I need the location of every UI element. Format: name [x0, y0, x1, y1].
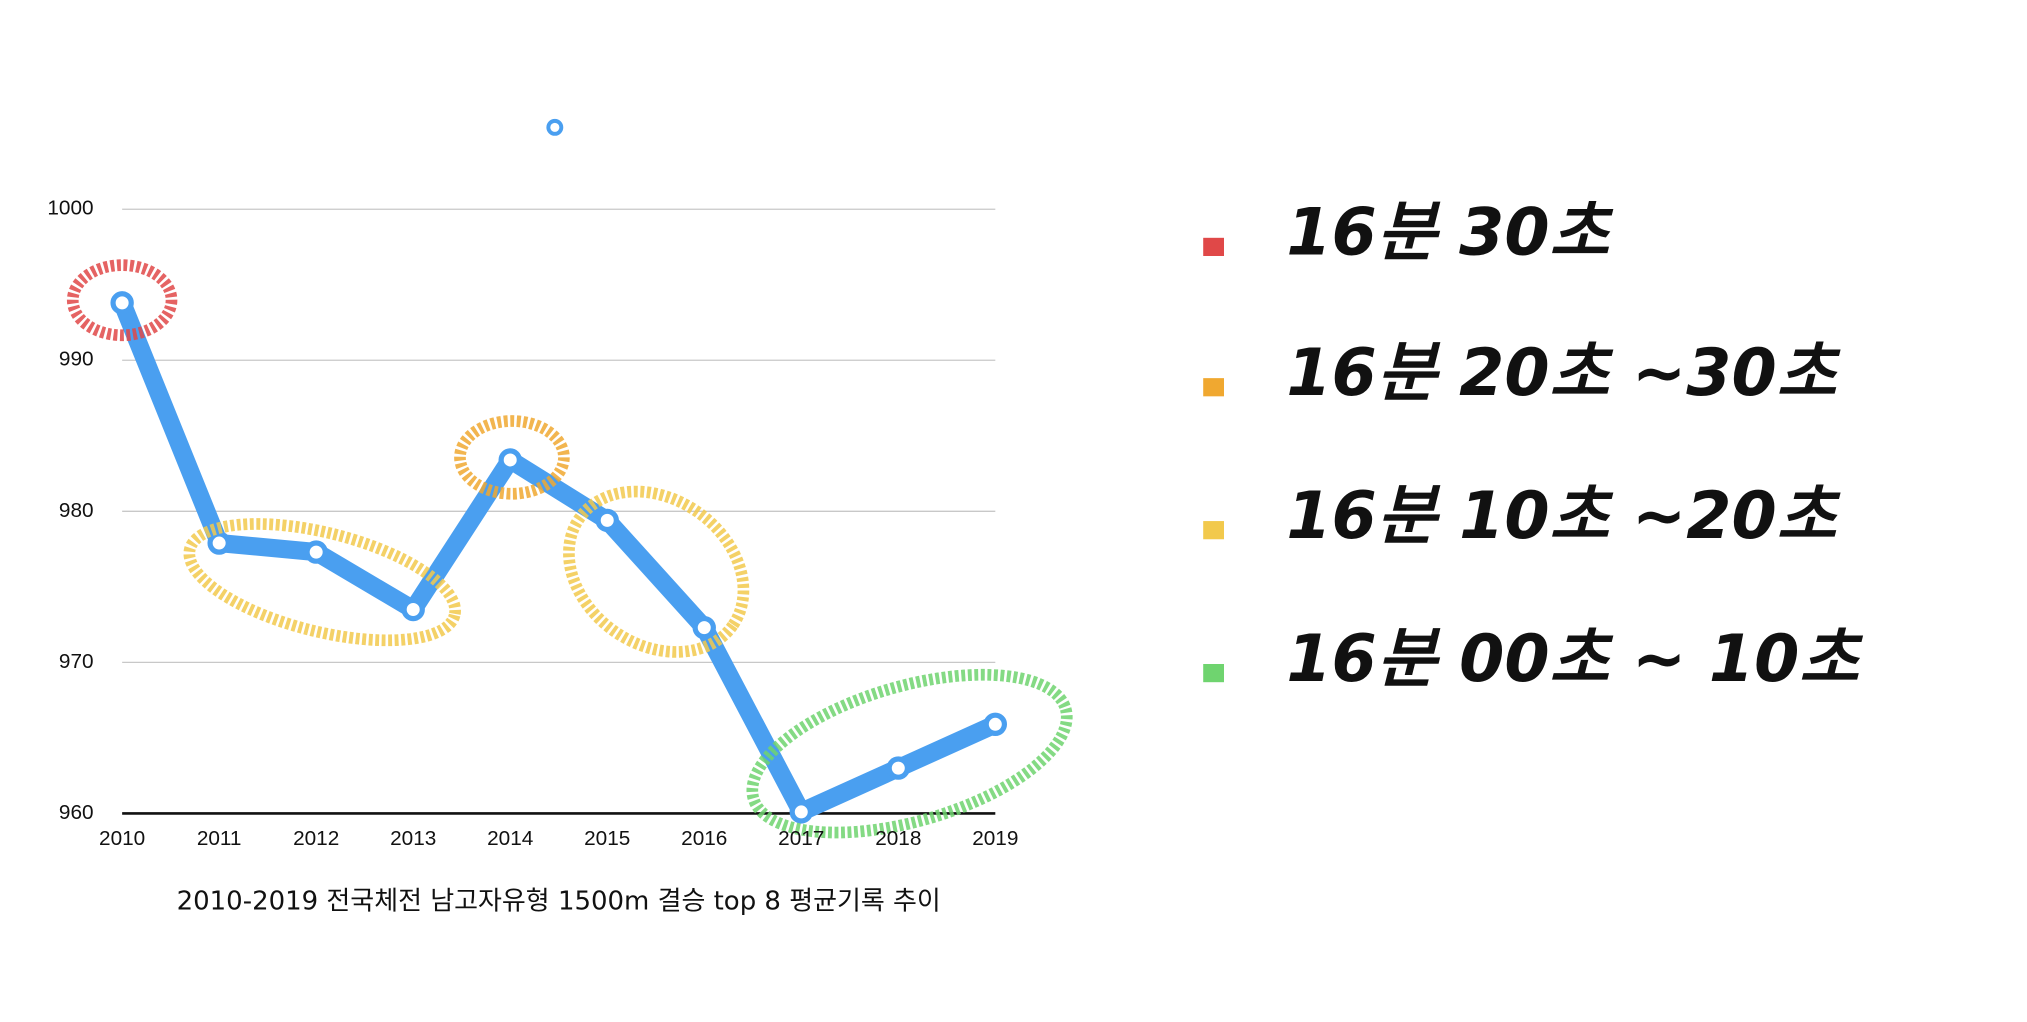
data-point	[983, 712, 1008, 737]
legend-label: 16분 30초	[1286, 196, 1613, 271]
data-point	[304, 540, 328, 564]
stray-marker	[546, 118, 564, 136]
legend-label: 16분 10초 ~20초	[1286, 479, 1840, 554]
data-point	[207, 531, 231, 555]
x-tick-label: 2017	[778, 827, 824, 850]
highlight	[563, 485, 750, 658]
data-point	[595, 508, 619, 533]
data-point	[110, 291, 134, 315]
caption: 2010-2019 전국체전 남고자유형 1500m 결승 top 8 평균기록…	[177, 886, 941, 916]
data-point	[789, 800, 813, 824]
highlight	[66, 259, 178, 342]
legend-swatch	[1203, 378, 1224, 397]
x-tick-label: 2012	[293, 827, 339, 850]
y-tick-label: 980	[59, 499, 94, 522]
x-tick-label: 2015	[584, 827, 630, 850]
y-tick-label: 1000	[47, 197, 93, 220]
x-tick-label: 2018	[875, 827, 921, 850]
highlight	[746, 668, 1073, 839]
x-tick-label: 2019	[972, 827, 1018, 850]
x-tick-label: 2011	[197, 827, 242, 850]
x-tick-label: 2014	[487, 827, 533, 850]
legend-swatch	[1203, 237, 1224, 257]
x-tick-label: 2010	[99, 827, 145, 850]
highlight	[454, 415, 570, 500]
y-tick-label: 970	[59, 650, 94, 673]
y-tick-label: 960	[59, 801, 94, 824]
annotations	[66, 118, 1073, 839]
x-tick-label: 2016	[681, 827, 727, 850]
data-point	[498, 448, 522, 472]
highlight	[183, 518, 462, 647]
legend-swatch	[1203, 663, 1224, 683]
legend-label: 16분 00초 ~ 10초	[1286, 622, 1863, 697]
data-point	[886, 756, 910, 780]
data-point	[401, 597, 425, 622]
legend-label: 16분 20초 ~30초	[1286, 336, 1840, 411]
data-point	[692, 615, 716, 640]
data-line	[113, 293, 1005, 822]
x-tick-label: 2013	[390, 827, 436, 850]
legend-swatch	[1203, 521, 1224, 540]
y-tick-label: 990	[59, 348, 94, 371]
